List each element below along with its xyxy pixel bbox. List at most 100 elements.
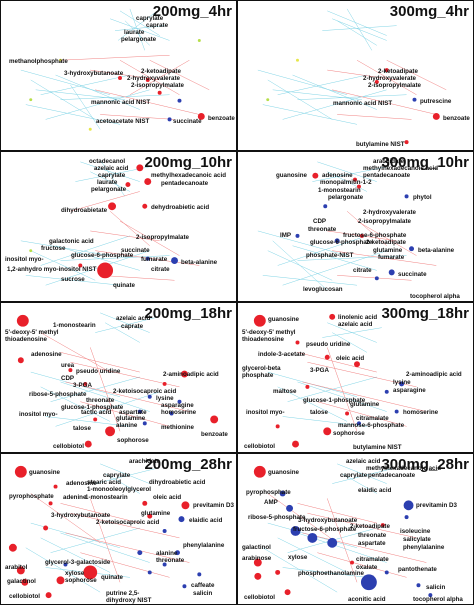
- node: [197, 572, 202, 577]
- panel-300mg-18hr: 300mg_18hr linolenic acid azelaic acid g…: [237, 302, 474, 453]
- metabolite-label: salicylate: [403, 536, 431, 543]
- metabolite-label: oleic acid: [336, 355, 365, 362]
- metabolite-label: fructose-6-phosphate: [293, 526, 357, 533]
- metabolite-label: beta-alanine: [418, 247, 455, 254]
- metabolite-label: benzoate: [208, 115, 235, 122]
- metabolite-label: glycerol-beta phosphate: [242, 365, 281, 379]
- metabolite-label: beta-alanine: [181, 259, 218, 266]
- metabolite-label: pantothenate: [398, 566, 437, 573]
- node: [399, 381, 405, 387]
- metabolite-label: arabitol: [5, 564, 28, 571]
- node: [147, 394, 152, 399]
- metabolite-label: succinate: [173, 118, 202, 125]
- node: [17, 357, 24, 364]
- node: [286, 504, 294, 512]
- panel-title: 300mg_4hr: [389, 3, 469, 20]
- node: [59, 58, 62, 62]
- metabolite-label: ribose-5-phosphate: [248, 514, 306, 521]
- panel-200mg-28hr: 200mg_28hr guanosine arachidate adenosin…: [0, 453, 237, 605]
- node: [404, 515, 409, 520]
- metabolite-label: xylose: [288, 554, 308, 561]
- metabolite-label: 2-isopropylmalate: [368, 82, 421, 89]
- metabolite-label: 1-monostearin: [53, 322, 96, 329]
- node: [162, 562, 167, 567]
- metabolite-label: guanosine: [29, 469, 60, 476]
- metabolite-label: talose: [73, 425, 91, 432]
- metabolite-label: fructose: [41, 245, 66, 252]
- metabolite-label: 1-monooleoylglycerol: [87, 486, 151, 493]
- metabolite-label: methanolphosphate: [9, 58, 68, 65]
- metabolite-label: azelaic acid: [116, 315, 151, 322]
- node: [83, 565, 98, 580]
- metabolite-label: threonate: [358, 532, 387, 539]
- node: [177, 98, 182, 103]
- node: [53, 484, 58, 489]
- metabolite-label: indole-3-acetate: [258, 351, 306, 358]
- metabolite-label: lysine: [393, 379, 411, 386]
- node: [324, 354, 330, 360]
- metabolite-label: pelargonate: [328, 194, 364, 201]
- metabolite-label: 2-ketoisocaproic acid: [96, 519, 160, 526]
- node: [354, 361, 360, 368]
- node: [296, 58, 299, 62]
- node: [284, 589, 291, 596]
- metabolite-label: sophorose: [333, 430, 365, 437]
- node: [142, 500, 148, 506]
- metabolite-label: pentadecanoate: [161, 180, 209, 187]
- metabolite-label: aconitic acid: [348, 596, 386, 603]
- metabolite-label: 5'-deoxy-5' methyl thioadenosine: [5, 329, 59, 343]
- node: [142, 203, 148, 209]
- node: [404, 194, 409, 199]
- metabolite-label: pentadecanoate: [363, 172, 411, 179]
- metabolite-label: mannonic acid NIST: [91, 99, 151, 106]
- panel-title: 200mg_18hr: [144, 305, 232, 322]
- metabolite-label: alanine: [116, 422, 138, 429]
- node: [428, 593, 433, 598]
- metabolite-label: galactonic acid: [49, 238, 94, 245]
- node: [167, 117, 172, 122]
- metabolite-label: glucose-6-phosphate: [310, 239, 373, 246]
- node: [295, 340, 300, 345]
- metabolite-label: salicin: [193, 590, 213, 597]
- node: [380, 523, 385, 528]
- metabolite-label: sucrose: [61, 276, 85, 283]
- node: [295, 233, 300, 238]
- metabolite-label: glutamine: [350, 401, 380, 408]
- metabolite-label: cellobiotol: [244, 594, 275, 601]
- node: [307, 532, 318, 543]
- edges: [30, 312, 190, 432]
- node: [45, 592, 52, 599]
- node: [162, 529, 167, 533]
- node: [388, 269, 395, 276]
- metabolite-label: threonate: [308, 226, 337, 233]
- node: [334, 238, 340, 244]
- metabolite-label: pseudo uridine: [76, 368, 121, 375]
- metabolite-label: inositol myo-: [19, 411, 58, 418]
- metabolite-label: phenylalanine: [403, 544, 445, 551]
- metabolite-label: methylhexadecanoic acid: [363, 165, 438, 172]
- node: [162, 381, 167, 386]
- metabolite-label: dihydroabietate: [61, 207, 108, 214]
- node: [137, 409, 142, 414]
- metabolite-label: caprylate: [136, 15, 164, 22]
- panel-300mg-10hr: 300mg_10hr arachidate methylhexadecanoic…: [237, 151, 474, 302]
- node: [266, 98, 270, 102]
- metabolite-label: 2-ketoadipate: [141, 68, 181, 75]
- metabolite-label: citramalate: [356, 415, 389, 422]
- metabolite-label: 3-hydroxybutanoate: [64, 70, 124, 77]
- metabolite-label: arachidate: [129, 458, 160, 465]
- metabolite-label: alanine: [156, 550, 178, 557]
- metabolite-label: benzoate: [201, 431, 228, 438]
- node: [88, 127, 92, 131]
- panel-200mg-18hr: 200mg_18hr azelaic acid caprate 1-monost…: [0, 302, 237, 453]
- node: [279, 490, 286, 497]
- metabolite-label: aspartate: [358, 540, 386, 547]
- metabolite-label: 3-PGA: [310, 367, 329, 374]
- nodes: [253, 465, 433, 598]
- node: [323, 427, 332, 436]
- node: [356, 184, 361, 189]
- metabolite-label: methylhexadecanoic acid: [366, 465, 441, 472]
- metabolite-label: 1,2-anhydro myo-inositol NIST: [7, 266, 97, 273]
- node: [292, 440, 299, 448]
